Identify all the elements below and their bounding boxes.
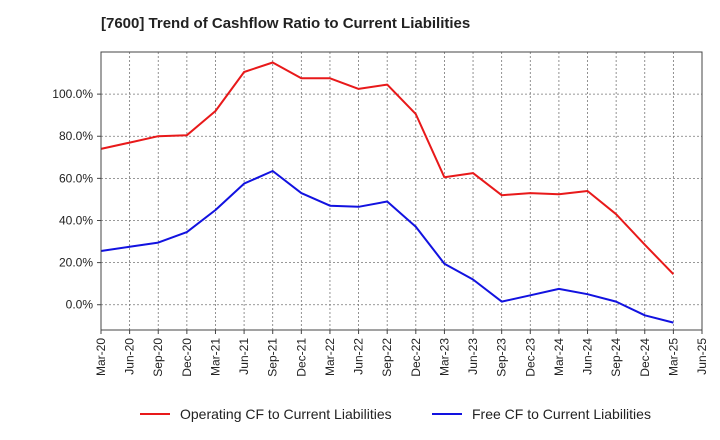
x-tick-label: Sep-24: [609, 338, 623, 377]
x-tick-label: Sep-21: [266, 338, 280, 377]
x-tick-label: Jun-20: [123, 338, 137, 375]
x-tick-label: Dec-21: [294, 338, 308, 377]
grid: [100, 52, 703, 330]
x-tick-label: Mar-20: [94, 338, 108, 376]
x-tick-label: Sep-22: [380, 338, 394, 377]
x-tick-label: Mar-22: [323, 338, 337, 376]
x-tick-label: Sep-20: [151, 338, 165, 377]
x-axis: Mar-20 Jun-20 Sep-20 Dec-20 Mar-21 Jun-21 Sep-…: [94, 330, 709, 377]
legend-label-free-cf-to-current-liabilities: Free CF to Current Liabilities: [472, 406, 651, 422]
legend: Operating CF to Current Liabilities Free …: [140, 406, 651, 422]
plot-frame: [100, 51, 703, 331]
x-tick-label: Dec-20: [180, 338, 194, 377]
chart-title: [7600] Trend of Cashflow Ratio to Curren…: [101, 15, 471, 32]
y-tick-label: 100.0%: [52, 87, 93, 101]
x-tick-label: Jun-23: [466, 338, 480, 375]
x-tick-label: Mar-21: [208, 338, 222, 376]
x-tick-label: Dec-24: [638, 338, 652, 377]
y-tick-label: 20.0%: [59, 256, 93, 270]
x-tick-label: Jun-22: [352, 338, 366, 375]
y-tick-label: 0.0%: [66, 298, 94, 312]
y-tick-label: 60.0%: [59, 171, 93, 185]
x-tick-label: Mar-24: [552, 338, 566, 376]
x-tick-label: Sep-23: [495, 338, 509, 377]
y-tick-label: 40.0%: [59, 213, 93, 227]
x-tick-label: Dec-22: [409, 338, 423, 377]
y-axis: 0.0% 20.0% 40.0% 60.0% 80.0% 100.0%: [52, 87, 101, 312]
x-tick-label: Jun-25: [695, 338, 709, 375]
x-tick-label: Dec-23: [523, 338, 537, 377]
x-tick-label: Mar-23: [437, 338, 451, 376]
x-tick-label: Jun-24: [581, 338, 595, 375]
series-line-free-cf-to-current-liabilities: [100, 170, 674, 324]
x-tick-label: Jun-21: [237, 338, 251, 375]
legend-label-operating-cf-to-current-liabilities: Operating CF to Current Liabilities: [180, 406, 392, 422]
series-line-operating-cf-to-current-liabilities: [100, 61, 675, 275]
x-tick-label: Mar-25: [666, 338, 680, 376]
series-lines: [100, 61, 675, 324]
y-tick-label: 80.0%: [59, 129, 93, 143]
